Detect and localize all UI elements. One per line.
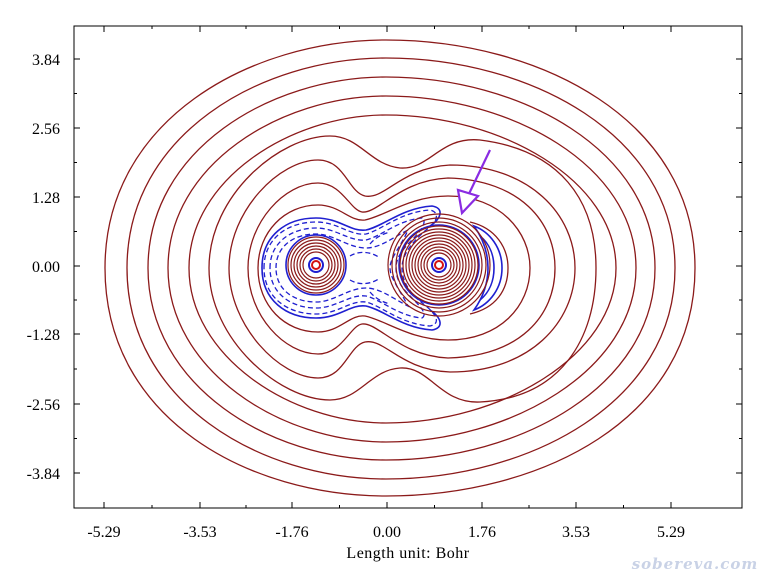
contour-negative-5 (369, 231, 391, 305)
x-tick-label: -1.76 (275, 524, 308, 541)
contour-lines (104, 39, 696, 497)
contour-outer-3 (147, 76, 656, 461)
x-tick-label: 5.29 (657, 524, 685, 541)
contour-outer-4 (167, 95, 637, 443)
right-nucleus-red-ring (434, 260, 444, 270)
x-axis-title: Length unit: Bohr (346, 545, 469, 562)
contour-ring (395, 221, 483, 309)
contour-outer-9 (257, 195, 531, 341)
left-nucleus-red-ring (311, 260, 321, 270)
x-axis-ticks: -5.29 -3.53 -1.76 0.00 1.76 3.53 5.29 (87, 26, 685, 541)
contour-outer-6 (208, 135, 597, 403)
blue-solid-contours (261, 205, 503, 331)
contour-ring (417, 243, 461, 287)
contour-ring (302, 251, 330, 279)
y-tick-label: 2.56 (32, 121, 60, 138)
contour-ring (287, 236, 345, 294)
contour-ring (411, 237, 467, 293)
x-tick-label: -3.53 (183, 524, 216, 541)
contour-ring (414, 240, 464, 290)
contour-ring (293, 242, 339, 288)
contour-ring (387, 213, 491, 317)
watermark-text: sobereva.com (632, 555, 759, 573)
contour-ring (402, 228, 476, 302)
x-tick-label: -5.29 (87, 524, 120, 541)
contour-negative-3 (275, 228, 410, 308)
contour-negative-1 (263, 209, 437, 327)
right-nucleus-blue-ring (431, 257, 447, 273)
contour-ring (399, 225, 479, 305)
contour-blue-ring-left (285, 234, 347, 296)
pointer-arrow (456, 149, 491, 216)
contour-red-right-crescent (469, 221, 509, 315)
contour-ring (296, 245, 336, 285)
contour-blue-left-boundary (261, 205, 441, 331)
contour-ring (405, 231, 473, 299)
contour-outer-5 (188, 114, 617, 424)
contour-blue-right-inner (479, 235, 495, 301)
contour-ring (423, 249, 455, 281)
nucleus-cores (308, 257, 447, 273)
y-tick-label: -2.56 (27, 397, 60, 414)
contour-ring (426, 252, 452, 278)
contour-blue-right-crescent (471, 224, 503, 312)
x-tick-label: 1.76 (468, 524, 496, 541)
contour-negative-4 (349, 251, 381, 285)
x-tick-label: 3.53 (562, 524, 590, 541)
contour-negative-2 (269, 217, 425, 319)
y-tick-label: 0.00 (32, 259, 60, 276)
plot-frame (73, 25, 743, 509)
contour-ring (391, 217, 487, 313)
left-nucleus-rings (287, 236, 345, 294)
contour-blue-ring-right (398, 224, 480, 306)
contour-outer-7 (228, 159, 576, 379)
outer-positive-contours (104, 39, 696, 497)
contour-outer-8 (247, 177, 556, 359)
contour-outer-1 (104, 39, 696, 497)
contour-outer-2 (126, 57, 676, 480)
y-tick-label: -1.28 (27, 327, 60, 344)
y-axis-ticks: 3.84 2.56 1.28 0.00 -1.28 -2.56 -3.84 (27, 52, 742, 483)
x-tick-label: 0.00 (373, 524, 401, 541)
contour-ring (299, 248, 333, 282)
arrow-head (456, 188, 481, 216)
y-tick-label: -3.84 (27, 466, 60, 483)
y-tick-label: 3.84 (32, 52, 60, 69)
y-tick-label: 1.28 (32, 190, 60, 207)
contour-ring (408, 234, 470, 296)
right-nucleus-rings (387, 213, 491, 317)
left-nucleus-blue-ring (308, 257, 324, 273)
arrow-shaft (465, 149, 491, 201)
contour-ring (290, 239, 342, 291)
contour-ring (420, 246, 458, 284)
